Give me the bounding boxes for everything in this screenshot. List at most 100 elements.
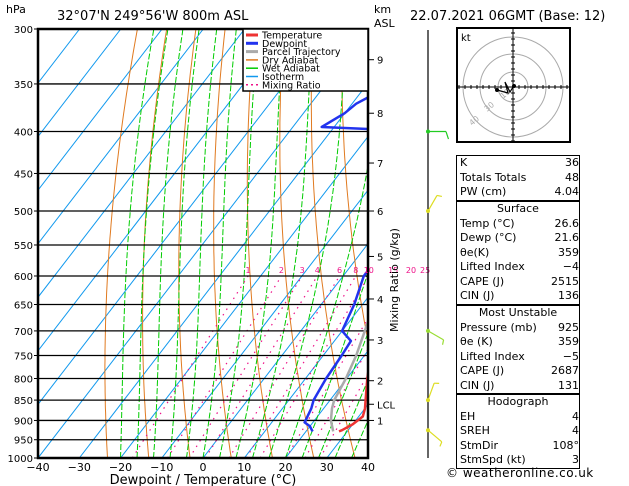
pressure-tick-label: 450 [14, 169, 33, 180]
dry-adiabat-line [605, 29, 629, 458]
surface-row: θe(K) 359 [460, 245, 579, 259]
most-unstable-row: CIN (J) 131 [460, 378, 579, 392]
pressure-tick-label: 750 [14, 351, 33, 362]
temperature-tick-label: 10 [237, 461, 251, 474]
surface-row: Dewp (°C) 21.6 [460, 231, 579, 244]
dry-adiabat-line [576, 29, 629, 458]
temperature-tick-label: 0 [200, 461, 207, 474]
pressure-tick-label: 1000 [8, 454, 33, 465]
isotherm-line [120, 135, 368, 458]
mixing-ratio-labels: 1 2 3 4 6 8 10 15 20 25 [246, 266, 431, 275]
wet-adiabat-line [136, 29, 169, 458]
wind-barb-staff [427, 382, 435, 401]
height-tick-label: LCL [377, 400, 396, 411]
legend-label: Mixing Ratio [262, 80, 321, 91]
hodograph-unit-label: kt [461, 33, 471, 44]
wind-barb-staff [427, 429, 443, 443]
height-tick-label: 3 [377, 336, 383, 347]
mixing-ratio-line [188, 275, 303, 458]
surface-row: CAPE (J) 2515 [460, 274, 579, 288]
dewpoint-line [303, 96, 368, 432]
legend-label: Dewpoint [262, 39, 307, 50]
most-unstable-row: Lifted Index −5 [460, 349, 579, 363]
axes: 3003504004505005506006507007508008509009… [8, 25, 396, 474]
hodograph-row: SREH 4 [460, 424, 579, 437]
pressure-tick-label: 500 [14, 207, 33, 218]
isotherm-line [38, 29, 328, 406]
x-axis-label: Dewpoint / Temperature (°C) [110, 473, 297, 486]
pressure-tick-label: 800 [14, 374, 33, 385]
surface-row: Lifted Index −4 [460, 260, 579, 273]
pressure-tick-label: 550 [14, 241, 33, 252]
location-title: 32°07'N 249°56'W 800m ASL [57, 9, 249, 24]
plot-frame [36, 27, 370, 460]
height-tick-label: 7 [377, 159, 383, 170]
mixing-ratio-label: 6 [337, 266, 342, 275]
mixing-ratio-line [204, 275, 318, 458]
wind-barb-base [426, 209, 430, 214]
surface-row: CIN (J) 136 [460, 289, 579, 302]
wind-barb [426, 382, 440, 403]
isotherm-line [161, 189, 368, 458]
isotherm-line [38, 29, 368, 458]
most-unstable-row: CAPE (J) 2687 [460, 364, 579, 377]
mixing-ratio-label: 1 [246, 266, 251, 275]
wind-barb-flag [441, 339, 445, 345]
pressure-tick-label: 650 [14, 301, 33, 312]
mixing-ratio-label: 20 [406, 266, 416, 275]
dry-adiabat-line [142, 29, 168, 458]
hodograph-table-panel: Hodograph EH 4 SREH 4 StmDir 108° StmSpd (k… [456, 394, 580, 469]
temperature-tick-label: −40 [26, 461, 49, 474]
parcel-trajectory-line [329, 317, 368, 432]
wind-barb-staff [427, 195, 438, 212]
wind-barb-flag [445, 131, 450, 140]
mixing-ratio-axis-label: Mixing Ratio (g/kg) [388, 228, 401, 332]
wind-barb [426, 428, 443, 447]
index-row-totals: Totals Totals 48 [460, 170, 579, 184]
height-tick-label: 1 [377, 416, 383, 427]
surface-row: Temp (°C) 26.6 [460, 216, 579, 230]
index-row-pw: PW (cm) 4.04 [460, 185, 579, 198]
hodograph-row: EH 4 [460, 409, 579, 423]
isotherm-line [38, 29, 80, 84]
pressure-tick-label: 900 [14, 416, 33, 427]
temperature-tick-label: −30 [68, 461, 91, 474]
isotherm-line [38, 29, 245, 299]
wind-barb [426, 129, 450, 140]
surface-panel: Surface Temp (°C) 26.6 Dewp (°C) 21.6 θe(K… [456, 201, 580, 305]
temperature-tick-label: 40 [361, 461, 375, 474]
legend-label: Wet Adiabat [262, 64, 320, 75]
asl-unit-label: ASL [374, 17, 396, 30]
mixing-ratio-label: 3 [300, 266, 305, 275]
wind-barb-base [426, 398, 430, 403]
wind-barb [426, 328, 445, 345]
hodograph-trace [496, 81, 514, 94]
temperature-tick-label: −20 [109, 461, 132, 474]
height-tick-label: 4 [377, 295, 383, 306]
pressure-tick-label: 400 [14, 128, 33, 139]
dry-adiabat-line [246, 29, 273, 458]
temperature-tick-label: −10 [150, 461, 173, 474]
mixing-ratio-label: 25 [420, 266, 430, 275]
surface-title: Surface [497, 202, 539, 215]
isotherm-line [202, 242, 368, 458]
pressure-tick-label: 600 [14, 272, 33, 283]
pressure-unit-label: hPa [6, 3, 26, 16]
wind-barb-flag [439, 441, 443, 447]
pressure-tick-label: 850 [14, 396, 33, 407]
wind-barb-base [426, 328, 430, 333]
mixing-ratio-label: 15 [388, 266, 398, 275]
height-tick-label: 2 [377, 377, 383, 388]
legend-label: Dry Adiabat [262, 55, 319, 66]
height-tick-label: 9 [377, 56, 383, 67]
mixing-ratio-label: 2 [279, 266, 284, 275]
isotherm-line [38, 29, 287, 352]
height-tick-label: 5 [377, 252, 383, 263]
index-row-k: K 36 [460, 156, 579, 169]
legend-label: Parcel Trajectory [262, 47, 341, 58]
temperature-tick-label: 30 [320, 461, 334, 474]
copyright-footer[interactable]: © weatheronline.co.uk [446, 466, 594, 480]
wind-barb-flag [436, 194, 443, 198]
isotherm-line [78, 82, 368, 458]
